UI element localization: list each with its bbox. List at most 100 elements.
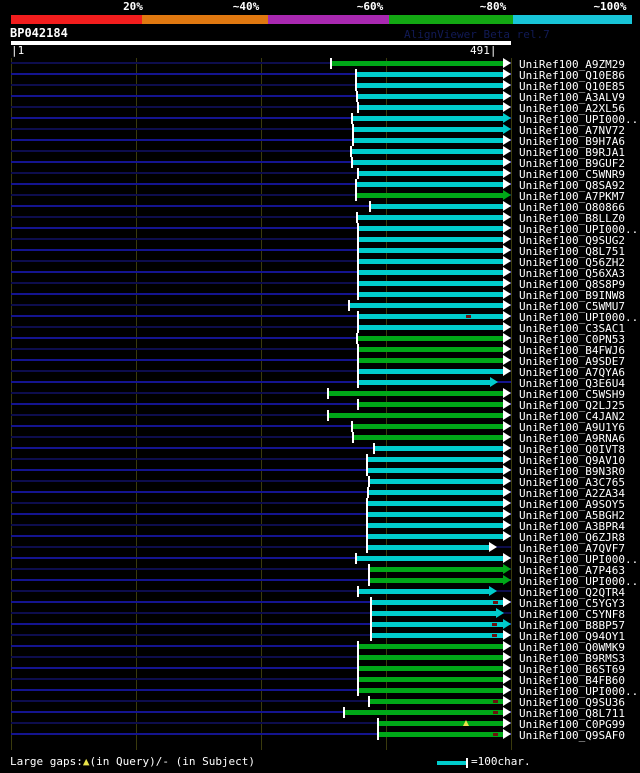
hit-row[interactable] <box>0 542 640 553</box>
hit-label[interactable]: UniRef100_C5YNF8 <box>519 608 625 621</box>
hit-label[interactable]: UniRef100_Q2QTR4 <box>519 586 625 599</box>
alignment-bar[interactable] <box>359 325 504 330</box>
hit-label[interactable]: UniRef100_A2XL56 <box>519 102 625 115</box>
hit-row[interactable] <box>0 531 640 542</box>
hit-row[interactable] <box>0 641 640 652</box>
alignment-bar[interactable] <box>353 160 504 165</box>
alignment-bar[interactable] <box>359 281 504 286</box>
hit-label[interactable]: UniRef100_Q9SAF0 <box>519 729 625 742</box>
alignment-bar[interactable] <box>368 468 504 473</box>
alignment-bar[interactable] <box>369 490 504 495</box>
alignment-bar[interactable] <box>368 512 504 517</box>
hit-row[interactable] <box>0 410 640 421</box>
hit-label[interactable]: UniRef100_B6ST69 <box>519 663 625 676</box>
hit-label[interactable]: UniRef100_UPI000.. <box>519 553 639 566</box>
alignment-bar[interactable] <box>359 105 504 110</box>
hit-row[interactable] <box>0 663 640 674</box>
hit-row[interactable] <box>0 465 640 476</box>
hit-row[interactable] <box>0 190 640 201</box>
alignment-bar[interactable] <box>372 622 504 627</box>
hit-row[interactable] <box>0 388 640 399</box>
alignment-bar[interactable] <box>354 127 504 132</box>
hit-row[interactable] <box>0 509 640 520</box>
alignment-bar[interactable] <box>372 633 504 638</box>
alignment-bar[interactable] <box>357 556 504 561</box>
alignment-bar[interactable] <box>359 270 504 275</box>
hit-label[interactable]: UniRef100_A7P463 <box>519 564 625 577</box>
alignment-bar[interactable] <box>368 523 504 528</box>
hit-row[interactable] <box>0 223 640 234</box>
hit-row[interactable] <box>0 91 640 102</box>
hit-row[interactable] <box>0 355 640 366</box>
alignment-bar[interactable] <box>359 314 504 319</box>
hit-label[interactable]: UniRef100_A3ALV9 <box>519 91 625 104</box>
alignment-bar[interactable] <box>353 116 504 121</box>
hit-label[interactable]: UniRef100_C0PG99 <box>519 718 625 731</box>
hit-row[interactable] <box>0 718 640 729</box>
hit-label[interactable]: UniRef100_B9RJA1 <box>519 146 625 159</box>
alignment-bar[interactable] <box>358 336 504 341</box>
alignment-bar[interactable] <box>370 479 504 484</box>
alignment-bar[interactable] <box>350 303 504 308</box>
hit-label[interactable]: UniRef100_UPI000.. <box>519 113 639 126</box>
hit-label[interactable]: UniRef100_Q10E85 <box>519 80 625 93</box>
hit-row[interactable] <box>0 267 640 278</box>
hit-row[interactable] <box>0 729 640 740</box>
hit-label[interactable]: UniRef100_Q8L751 <box>519 245 625 258</box>
alignment-bar[interactable] <box>359 380 491 385</box>
hit-label[interactable]: UniRef100_Q8L711 <box>519 707 625 720</box>
hit-row[interactable] <box>0 234 640 245</box>
alignment-bar[interactable] <box>379 721 504 726</box>
hit-row[interactable] <box>0 135 640 146</box>
hit-label[interactable]: UniRef100_UPI000.. <box>519 223 639 236</box>
alignment-bar[interactable] <box>329 391 504 396</box>
alignment-bar[interactable] <box>368 534 504 539</box>
hit-label[interactable]: UniRef100_O80866 <box>519 201 625 214</box>
hit-row[interactable] <box>0 256 640 267</box>
alignment-bar[interactable] <box>370 699 504 704</box>
hit-row[interactable] <box>0 278 640 289</box>
hit-label[interactable]: UniRef100_Q56XA3 <box>519 267 625 280</box>
hit-label[interactable]: UniRef100_Q0WMK9 <box>519 641 625 654</box>
hit-label[interactable]: UniRef100_C5WSH9 <box>519 388 625 401</box>
alignment-bar[interactable] <box>358 94 504 99</box>
alignment-bar[interactable] <box>375 446 504 451</box>
hit-label[interactable]: UniRef100_C3SAC1 <box>519 322 625 335</box>
hit-label[interactable]: UniRef100_Q0IVT8 <box>519 443 625 456</box>
hit-label[interactable]: UniRef100_A7NV72 <box>519 124 625 137</box>
hit-row[interactable] <box>0 575 640 586</box>
hit-row[interactable] <box>0 157 640 168</box>
hit-label[interactable]: UniRef100_A5BGH2 <box>519 509 625 522</box>
hit-label[interactable]: UniRef100_C0PN53 <box>519 333 625 346</box>
hit-label[interactable]: UniRef100_Q9SU36 <box>519 696 625 709</box>
hit-row[interactable] <box>0 69 640 80</box>
hit-label[interactable]: UniRef100_A3C765 <box>519 476 625 489</box>
hit-label[interactable]: UniRef100_Q9SUG2 <box>519 234 625 247</box>
hit-label[interactable]: UniRef100_A7PKM7 <box>519 190 625 203</box>
hit-label[interactable]: UniRef100_B4FWJ6 <box>519 344 625 357</box>
alignment-bar[interactable] <box>354 435 504 440</box>
hit-label[interactable]: UniRef100_B8BP57 <box>519 619 625 632</box>
alignment-bar[interactable] <box>359 402 504 407</box>
hit-row[interactable] <box>0 289 640 300</box>
hit-row[interactable] <box>0 630 640 641</box>
hit-label[interactable]: UniRef100_B9N3R0 <box>519 465 625 478</box>
alignment-bar[interactable] <box>357 83 504 88</box>
alignment-bar[interactable] <box>359 237 504 242</box>
hit-row[interactable] <box>0 586 640 597</box>
alignment-bar[interactable] <box>359 677 504 682</box>
alignment-bar[interactable] <box>359 347 504 352</box>
alignment-bar[interactable] <box>359 666 504 671</box>
alignment-bar[interactable] <box>370 567 504 572</box>
hit-row[interactable] <box>0 113 640 124</box>
hit-label[interactable]: UniRef100_Q10E86 <box>519 69 625 82</box>
hit-label[interactable]: UniRef100_B9H7A6 <box>519 135 625 148</box>
alignment-bar[interactable] <box>359 589 490 594</box>
hit-row[interactable] <box>0 608 640 619</box>
hit-label[interactable]: UniRef100_C5WNR9 <box>519 168 625 181</box>
hit-label[interactable]: UniRef100_Q94OY1 <box>519 630 625 643</box>
hit-row[interactable] <box>0 564 640 575</box>
hit-row[interactable] <box>0 377 640 388</box>
hit-row[interactable] <box>0 344 640 355</box>
hit-row[interactable] <box>0 322 640 333</box>
